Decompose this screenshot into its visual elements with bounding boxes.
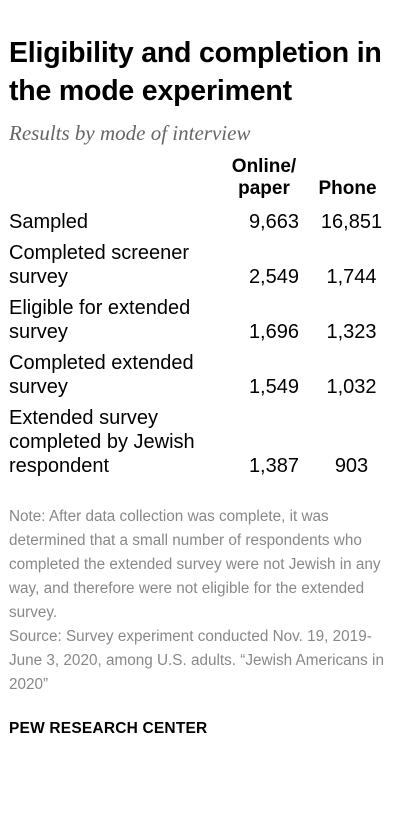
online-value: 1,387 (248, 455, 299, 477)
phone-value: 903 (334, 455, 369, 477)
pew-logo: PEW RESEARCH CENTER (9, 720, 208, 737)
row-label: Sampled (9, 211, 88, 233)
phone-value: 1,323 (326, 321, 377, 343)
column-header-online: Online/ paper (231, 156, 297, 199)
table-row: Completed extended survey 1,549 1,032 (9, 349, 390, 404)
page-title: Eligibility and completion in the mode e… (9, 37, 382, 107)
online-value: 9,663 (248, 211, 299, 233)
row-label: Completed screener survey (9, 242, 190, 288)
column-header-label (9, 156, 223, 208)
online-value: 2,549 (248, 266, 299, 288)
note-text: Note: After data collection was complete… (9, 508, 381, 621)
table-row: Extended survey completed by Jewish resp… (9, 404, 390, 483)
column-header-phone: Phone (318, 178, 377, 199)
results-table: Online/ paper Phone Sampled 9,663 16,851… (9, 156, 390, 483)
table-row: Eligible for extended survey 1,696 1,323 (9, 294, 390, 349)
row-label: Extended survey completed by Jewish resp… (9, 407, 195, 477)
phone-value: 16,851 (320, 211, 383, 233)
page-subtitle: Results by mode of interview (9, 121, 251, 145)
row-label: Completed extended survey (9, 352, 194, 398)
phone-value: 1,032 (326, 376, 377, 398)
table-header-row: Online/ paper Phone (9, 156, 390, 208)
online-value: 1,549 (248, 376, 299, 398)
table-row: Completed screener survey 2,549 1,744 (9, 239, 390, 294)
table-row: Sampled 9,663 16,851 (9, 208, 390, 239)
online-value: 1,696 (248, 321, 299, 343)
source-text: Source: Survey experiment conducted Nov.… (9, 628, 384, 693)
phone-value: 1,744 (326, 266, 377, 288)
row-label: Eligible for extended survey (9, 297, 191, 343)
